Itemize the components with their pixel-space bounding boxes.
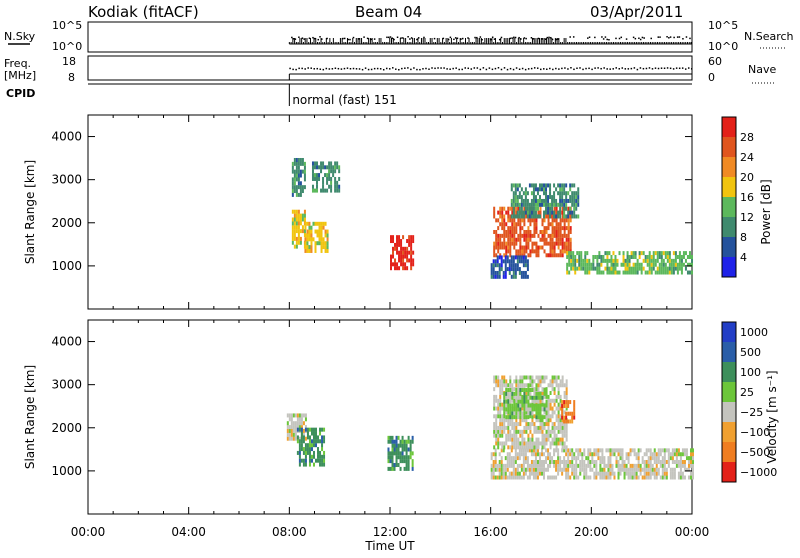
velocity-colorbar-tick-1: 500 — [740, 346, 761, 359]
velocity-ytick-2: 3000 — [51, 378, 82, 392]
power-colorbar-tick-3: 16 — [740, 191, 754, 204]
freq-tick-low: 8 — [68, 71, 75, 84]
freq-label: Freq. — [4, 57, 31, 70]
time-tick-4: 16:00 — [473, 525, 508, 539]
cpid-label: CPID — [6, 87, 35, 100]
nave-label: Nave — [748, 63, 776, 76]
velocity-echo-region-1 — [296, 427, 326, 467]
freq-tick-high: 18 — [62, 55, 76, 68]
power-echo-region-3 — [291, 157, 306, 197]
velocity-colorbar-swatch-5 — [722, 422, 736, 442]
velocity-ylabel: Slant Range [km] — [23, 365, 37, 469]
power-colorbar-swatch-7 — [722, 117, 736, 137]
velocity-echo-region-6 — [561, 400, 576, 424]
time-tick-1: 04:00 — [171, 525, 206, 539]
time-axis-ticks: 00:00 04:00 08:00 12:00 16:00 20:00 00:00 — [71, 525, 710, 539]
power-ytick-3: 4000 — [51, 130, 82, 144]
power-colorbar-swatch-1 — [722, 237, 736, 257]
power-colorbar-swatch-0 — [722, 257, 736, 277]
power-colorbar-swatch-2 — [722, 217, 736, 237]
nsky-panel-frame — [87, 21, 693, 53]
power-colorbar-label: Power [dB] — [759, 179, 773, 244]
velocity-colorbar-swatch-7 — [722, 462, 736, 482]
velocity-colorbar-tick-4: −25 — [740, 406, 763, 419]
velocity-echoes — [286, 375, 694, 480]
cpid-value: normal (fast) 151 — [292, 93, 396, 107]
power-echo-region-8 — [490, 255, 529, 279]
velocity-colorbar-tick-7: −1000 — [740, 466, 777, 479]
velocity-colorbar-tick-0: 1000 — [740, 326, 768, 339]
nsky-label: N.Sky — [4, 30, 36, 43]
nsearch-tick-high: 10^5 — [708, 19, 738, 32]
power-echo-region-1 — [304, 221, 329, 253]
velocity-colorbar-tick-3: 25 — [740, 386, 754, 399]
power-colorbar-tick-0: 4 — [740, 251, 747, 264]
velocity-colorbar-swatch-1 — [722, 342, 736, 362]
power-colorbar-tick-6: 28 — [740, 131, 754, 144]
power-colorbar-tick-1: 8 — [740, 231, 747, 244]
freq-trace — [288, 67, 693, 80]
nsearch-tick-low: 10^0 — [708, 40, 738, 53]
power-echo-region-6 — [566, 251, 693, 275]
beam-title: Beam 04 — [355, 3, 422, 21]
velocity-colorbar-tick-6: −500 — [740, 446, 770, 459]
power-colorbar-tick-5: 24 — [740, 151, 754, 164]
power-colorbar-swatch-3 — [722, 197, 736, 217]
velocity-colorbar-label: Velocity [m s⁻¹] — [765, 370, 779, 463]
power-echo-region-4 — [390, 235, 415, 271]
velocity-colorbar-swatch-3 — [722, 382, 736, 402]
nsky-tick-high: 10^5 — [52, 19, 82, 32]
power-ytick-1: 2000 — [51, 216, 82, 230]
power-colorbar: 4 8 12 16 20 24 28 — [721, 116, 754, 278]
velocity-axes: 1000 2000 3000 4000 — [51, 320, 693, 514]
velocity-colorbar-tick-2: 100 — [740, 366, 761, 379]
velocity-echo-region-2 — [387, 435, 414, 471]
power-echoes — [291, 157, 693, 279]
velocity-ytick-1: 2000 — [51, 421, 82, 435]
power-colorbar-tick-2: 12 — [740, 211, 754, 224]
time-tick-2: 08:00 — [272, 525, 307, 539]
velocity-colorbar-swatch-6 — [722, 442, 736, 462]
velocity-colorbar-swatch-0 — [722, 322, 736, 342]
power-ytick-2: 3000 — [51, 173, 82, 187]
power-colorbar-tick-4: 20 — [740, 171, 754, 184]
time-tick-3: 12:00 — [373, 525, 408, 539]
power-echo-region-2 — [311, 161, 341, 193]
time-tick-5: 20:00 — [574, 525, 609, 539]
nave-tick-high: 60 — [708, 55, 722, 68]
time-tick-0: 00:00 — [71, 525, 106, 539]
power-colorbar-swatch-6 — [722, 137, 736, 157]
power-panel-frame — [87, 114, 693, 310]
power-colorbar-swatch-4 — [722, 177, 736, 197]
velocity-colorbar-swatch-4 — [722, 402, 736, 422]
velocity-ytick-0: 1000 — [51, 464, 82, 478]
power-colorbar-swatch-5 — [722, 157, 736, 177]
velocity-colorbar: 1000 500 100 25 −25 −100 −500 −1000 — [721, 321, 777, 483]
date-title: 03/Apr/2011 — [590, 3, 683, 21]
velocity-ytick-3: 4000 — [51, 335, 82, 349]
velocity-echo-region-5 — [503, 387, 548, 420]
nave-tick-low: 0 — [708, 71, 715, 84]
velocity-colorbar-tick-5: −100 — [740, 426, 770, 439]
freq-panel-frame — [87, 55, 693, 81]
nsearch-label: N.Search — [744, 30, 794, 43]
freq-unit: [MHz] — [4, 69, 36, 82]
nsky-trace — [288, 36, 692, 45]
velocity-panel-frame — [87, 319, 693, 515]
power-echo-region-0 — [291, 209, 306, 249]
power-axes: 1000 2000 3000 4000 — [51, 115, 693, 309]
nsky-tick-low: 10^0 — [52, 40, 82, 53]
velocity-colorbar-swatch-2 — [722, 362, 736, 382]
power-echo-region-7 — [510, 183, 580, 219]
power-ylabel: Slant Range [km] — [23, 160, 37, 264]
radar-title: Kodiak (fitACF) — [88, 3, 199, 21]
time-tick-6: 00:00 — [675, 525, 710, 539]
power-ytick-0: 1000 — [51, 259, 82, 273]
time-axis-label: Time UT — [364, 539, 415, 553]
velocity-echo-region-3 — [490, 448, 694, 480]
